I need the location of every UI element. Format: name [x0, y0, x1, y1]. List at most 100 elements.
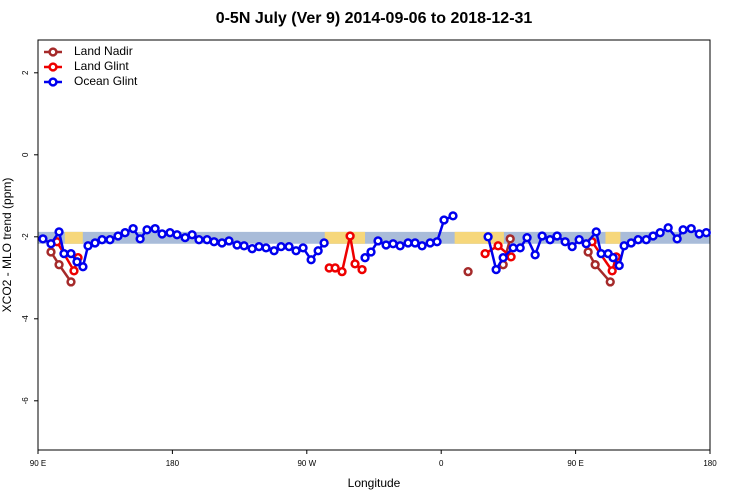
data-point	[357, 264, 367, 275]
data-point	[276, 241, 286, 252]
data-point	[113, 231, 123, 241]
data-point	[54, 260, 64, 270]
data-point	[463, 267, 473, 277]
data-point	[217, 238, 227, 248]
legend-label: Ocean Glint	[74, 74, 138, 88]
data-point	[381, 240, 391, 250]
data-point	[224, 236, 234, 246]
data-point	[209, 237, 219, 247]
series-line	[49, 238, 612, 283]
data-point	[480, 248, 490, 259]
data-point	[46, 239, 56, 249]
data-point	[648, 231, 658, 241]
data-point	[614, 260, 624, 271]
data-point	[678, 225, 688, 235]
data-point	[135, 234, 145, 244]
data-point	[306, 255, 316, 265]
legend-marker	[48, 47, 58, 57]
data-point	[291, 246, 301, 256]
data-point	[545, 235, 555, 245]
y-axis-label: XCO2 - MLO trend (ppm)	[0, 178, 14, 313]
data-point	[66, 248, 76, 259]
x-tick-label: 180	[703, 459, 717, 468]
data-point	[202, 235, 212, 245]
data-point	[701, 228, 711, 238]
data-point	[694, 229, 704, 239]
data-point	[608, 253, 618, 263]
data-point	[537, 231, 547, 241]
band	[38, 231, 710, 244]
data-point	[619, 241, 629, 251]
data-point	[46, 247, 56, 257]
data-point	[180, 232, 190, 243]
data-point	[410, 238, 420, 248]
data-point	[417, 241, 427, 251]
data-point	[655, 228, 665, 238]
data-point	[530, 250, 540, 260]
data-point	[38, 234, 48, 244]
data-point	[574, 235, 584, 245]
data-point	[330, 263, 340, 273]
x-tick-label: 90 E	[567, 459, 583, 468]
data-point	[448, 211, 458, 221]
y-tick-label: 2	[21, 70, 30, 75]
y-tick-label: -4	[21, 315, 30, 323]
data-point	[439, 215, 449, 225]
data-point	[432, 237, 442, 247]
data-point	[686, 223, 696, 234]
data-point	[165, 228, 175, 238]
y-tick-label: -2	[21, 233, 30, 241]
data-point	[505, 234, 515, 244]
legend-marker	[48, 77, 58, 87]
data-point	[142, 225, 152, 235]
data-point	[69, 266, 79, 276]
x-tick-label: 180	[166, 459, 180, 468]
data-point	[284, 241, 294, 252]
data-point	[337, 267, 347, 277]
data-point	[607, 266, 617, 276]
data-point	[90, 238, 100, 248]
data-point	[120, 228, 130, 238]
data-point	[261, 243, 271, 253]
y-tick-label: -6	[21, 397, 30, 405]
data-point	[172, 230, 182, 240]
data-point	[254, 241, 264, 252]
plot-frame	[37, 39, 711, 451]
data-point	[128, 223, 138, 234]
data-point	[395, 241, 405, 251]
x-axis-label: Longitude	[348, 476, 401, 490]
data-point	[78, 262, 88, 272]
data-point	[633, 235, 643, 245]
data-point	[641, 235, 651, 245]
data-point	[298, 243, 308, 253]
data-point	[72, 257, 82, 267]
data-point	[581, 239, 591, 249]
data-point	[560, 237, 570, 247]
legend-label: Land Nadir	[74, 44, 133, 58]
data-point	[373, 236, 383, 246]
band-highlight	[605, 231, 621, 244]
x-tick-label: 90 W	[297, 459, 316, 468]
data-point	[54, 227, 64, 237]
data-point	[157, 229, 167, 239]
data-point	[150, 223, 160, 234]
x-tick-label: 0	[439, 459, 444, 468]
x-tick-label: 90 E	[30, 459, 46, 468]
data-point	[232, 240, 242, 250]
data-point	[626, 238, 636, 248]
data-point	[515, 243, 525, 253]
data-point	[97, 235, 107, 245]
data-point	[590, 260, 600, 270]
data-point	[366, 247, 376, 257]
data-point	[194, 235, 204, 245]
data-point	[483, 232, 493, 242]
data-point	[269, 246, 279, 256]
data-point	[506, 252, 516, 262]
data-point	[66, 277, 76, 287]
data-point	[498, 253, 508, 263]
data-point	[360, 253, 370, 263]
data-point	[105, 235, 115, 245]
data-point	[663, 223, 673, 233]
